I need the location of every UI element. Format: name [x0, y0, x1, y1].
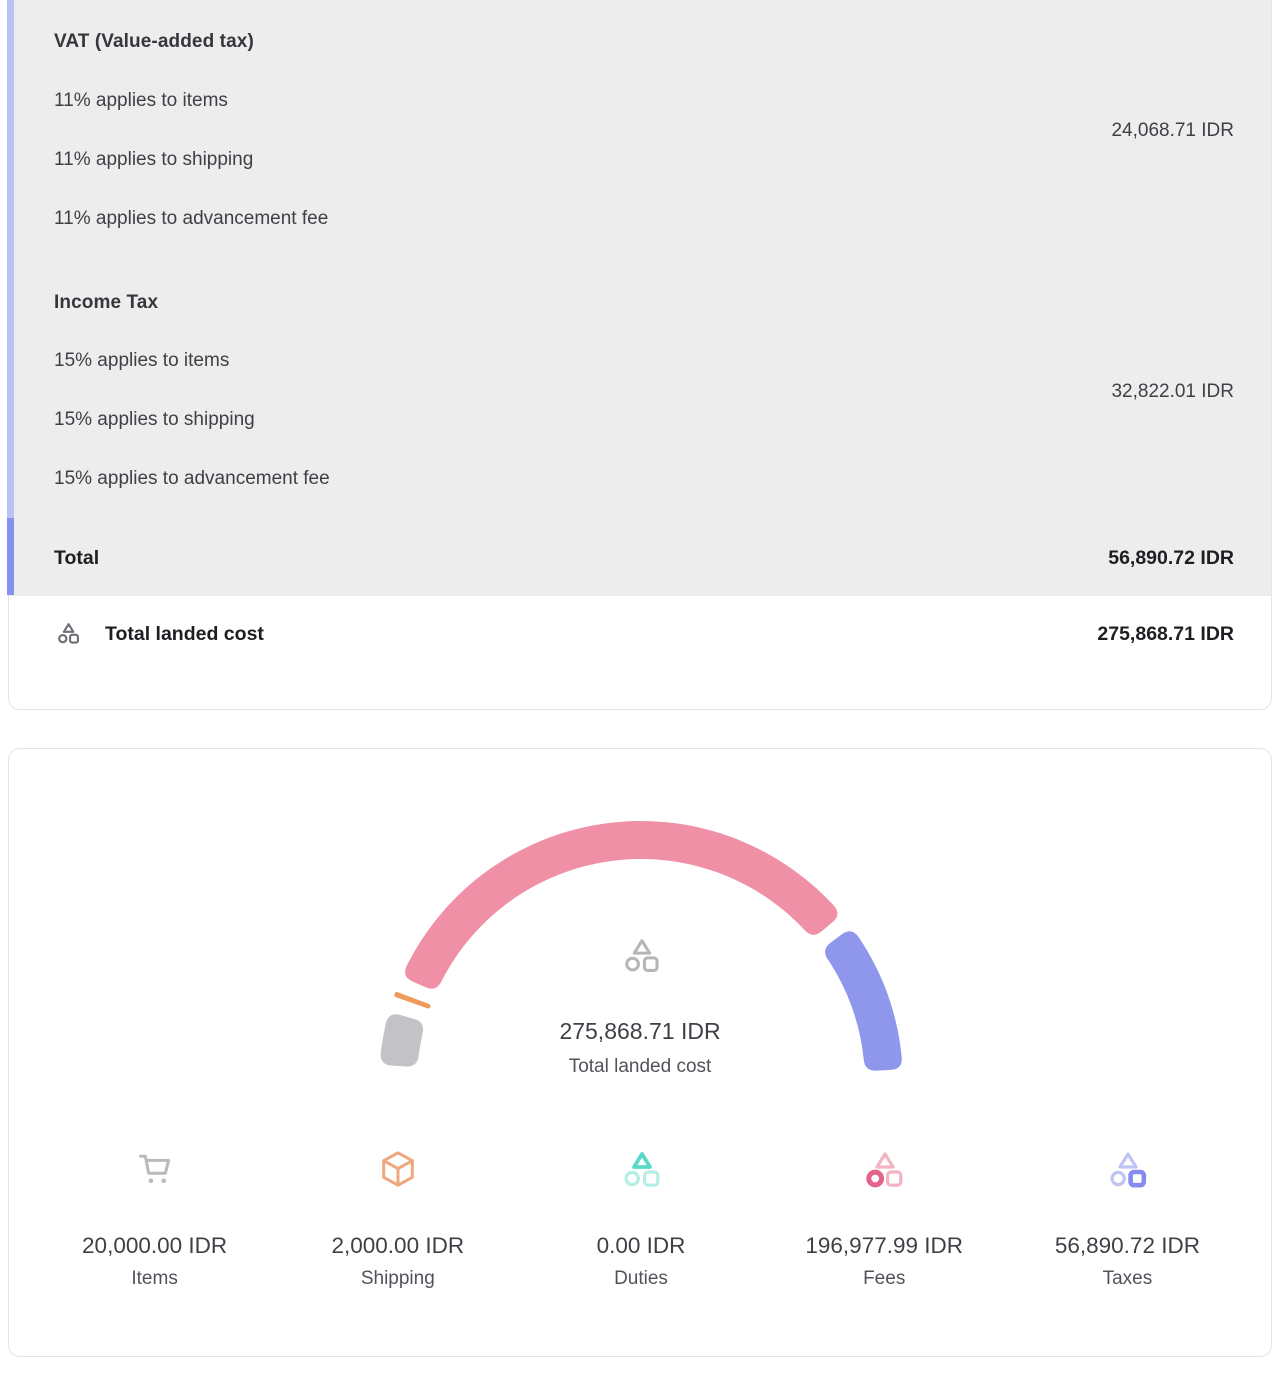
legend-item-duties[interactable]: 0.00 IDR Duties: [519, 1147, 762, 1290]
taxes-detail-panel: VAT (Value-added tax) 11% applies to ite…: [9, 0, 1271, 596]
total-landed-cost-row: Total landed cost 275,868.71 IDR: [9, 596, 1271, 709]
tax-breakdown-card: VAT (Value-added tax) 11% applies to ite…: [8, 0, 1272, 710]
gauge-segment-taxes[interactable]: [825, 931, 902, 1071]
legend-value-items: 20,000.00 IDR: [82, 1233, 228, 1258]
legend-item-taxes[interactable]: 56,890.72 IDR Taxes: [1006, 1147, 1249, 1290]
taxes-total-amount: 56,890.72 IDR: [1108, 547, 1234, 569]
total-landed-cost-label: Total landed cost: [105, 623, 264, 645]
taxes-trio-icon: [1105, 1147, 1149, 1191]
total-landed-cost-amount: 275,868.71 IDR: [1097, 623, 1234, 645]
cost-breakdown-card: 275,868.71 IDR Total landed cost 20,000.…: [8, 748, 1272, 1357]
legend-item-shipping[interactable]: 2,000.00 IDR Shipping: [276, 1147, 519, 1290]
scroll-indicator-track: [7, 0, 14, 595]
legend-item-items[interactable]: 20,000.00 IDR Items: [33, 1147, 276, 1290]
legend-value-shipping: 2,000.00 IDR: [331, 1233, 465, 1258]
legend-item-fees[interactable]: 196,977.99 IDR Fees: [763, 1147, 1006, 1290]
gauge-legend: 20,000.00 IDR Items 2,000.00 IDR Shippin…: [33, 1147, 1249, 1290]
income-tax-amount: 32,822.01 IDR: [1111, 381, 1234, 402]
landed-cost-logo-icon: [620, 934, 662, 976]
legend-value-fees: 196,977.99 IDR: [805, 1233, 964, 1258]
cart-icon: [133, 1147, 177, 1191]
income-tax-rule-advancement: 15% applies to advancement fee: [54, 468, 330, 489]
income-tax-rule-items: 15% applies to items: [54, 350, 230, 371]
vat-section-title: VAT (Value-added tax): [54, 31, 254, 52]
legend-value-taxes: 56,890.72 IDR: [1054, 1233, 1200, 1258]
legend-label-shipping: Shipping: [360, 1268, 435, 1289]
gauge-center-label: Total landed cost: [568, 1056, 712, 1077]
scroll-indicator-thumb[interactable]: [7, 518, 14, 595]
package-icon: [376, 1147, 420, 1191]
vat-rule-advancement: 11% applies to advancement fee: [54, 208, 329, 229]
legend-label-duties: Duties: [614, 1268, 668, 1289]
gauge-center-value: 275,868.71 IDR: [559, 1018, 721, 1044]
gauge-segment-items[interactable]: [380, 1014, 424, 1067]
vat-rule-items: 11% applies to items: [54, 90, 228, 111]
legend-label-items: Items: [131, 1268, 178, 1289]
legend-value-duties: 0.00 IDR: [596, 1233, 686, 1258]
gauge-segment-fees[interactable]: [405, 821, 838, 989]
taxes-total-label: Total: [54, 547, 100, 569]
legend-label-fees: Fees: [863, 1268, 906, 1289]
landed-cost-gauge-chart[interactable]: [9, 749, 1272, 1139]
legend-label-taxes: Taxes: [1102, 1268, 1153, 1289]
fees-trio-icon: [862, 1147, 906, 1191]
income-tax-rule-shipping: 15% applies to shipping: [54, 409, 255, 430]
landed-cost-logo-icon: [55, 620, 81, 646]
vat-amount: 24,068.71 IDR: [1111, 120, 1234, 141]
gauge-segment-shipping[interactable]: [394, 992, 431, 1009]
duties-trio-icon: [619, 1147, 663, 1191]
income-tax-section-title: Income Tax: [54, 292, 159, 313]
vat-rule-shipping: 11% applies to shipping: [54, 149, 254, 170]
